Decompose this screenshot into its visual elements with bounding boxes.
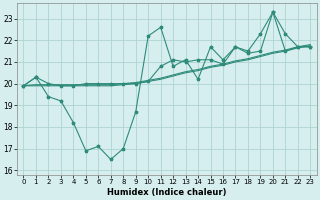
X-axis label: Humidex (Indice chaleur): Humidex (Indice chaleur) [107, 188, 227, 197]
